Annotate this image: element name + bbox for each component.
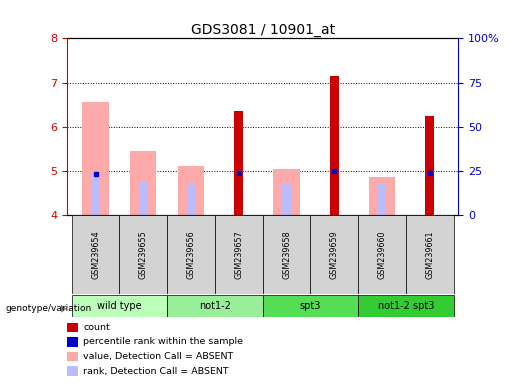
Bar bbox=[167, 295, 263, 317]
Bar bbox=[263, 295, 358, 317]
Text: GSM239657: GSM239657 bbox=[234, 230, 243, 279]
Text: not1-2: not1-2 bbox=[199, 301, 231, 311]
Bar bbox=[167, 215, 215, 294]
Text: GSM239656: GSM239656 bbox=[186, 230, 196, 279]
Text: percentile rank within the sample: percentile rank within the sample bbox=[83, 338, 244, 346]
Bar bbox=[358, 295, 454, 317]
Bar bbox=[273, 169, 300, 215]
Text: wild type: wild type bbox=[97, 301, 142, 311]
Text: not1-2 spt3: not1-2 spt3 bbox=[377, 301, 434, 311]
Text: GSM239660: GSM239660 bbox=[377, 230, 386, 279]
Bar bbox=[178, 167, 204, 215]
Bar bbox=[282, 183, 291, 215]
Text: GSM239659: GSM239659 bbox=[330, 230, 339, 279]
Bar bbox=[425, 116, 434, 215]
Bar bbox=[369, 177, 395, 215]
Text: GSM239661: GSM239661 bbox=[425, 230, 434, 279]
Bar bbox=[91, 174, 100, 215]
Polygon shape bbox=[61, 305, 67, 313]
Text: GSM239654: GSM239654 bbox=[91, 230, 100, 279]
Bar bbox=[234, 111, 243, 215]
Bar bbox=[187, 183, 195, 215]
Bar bbox=[82, 103, 109, 215]
Bar bbox=[406, 215, 454, 294]
Title: GDS3081 / 10901_at: GDS3081 / 10901_at bbox=[191, 23, 335, 37]
Text: value, Detection Call = ABSENT: value, Detection Call = ABSENT bbox=[83, 352, 234, 361]
Bar bbox=[358, 215, 406, 294]
Text: GSM239655: GSM239655 bbox=[139, 230, 148, 279]
Bar bbox=[139, 180, 148, 215]
Bar bbox=[263, 215, 311, 294]
Bar bbox=[72, 215, 119, 294]
Bar bbox=[377, 183, 386, 215]
Text: GSM239658: GSM239658 bbox=[282, 230, 291, 279]
Bar bbox=[130, 151, 157, 215]
Bar bbox=[215, 215, 263, 294]
Text: rank, Detection Call = ABSENT: rank, Detection Call = ABSENT bbox=[83, 367, 229, 376]
Bar bbox=[119, 215, 167, 294]
Text: count: count bbox=[83, 323, 110, 332]
Bar bbox=[311, 215, 358, 294]
Text: genotype/variation: genotype/variation bbox=[5, 304, 91, 313]
Text: spt3: spt3 bbox=[300, 301, 321, 311]
Bar bbox=[330, 76, 338, 215]
Bar bbox=[72, 295, 167, 317]
